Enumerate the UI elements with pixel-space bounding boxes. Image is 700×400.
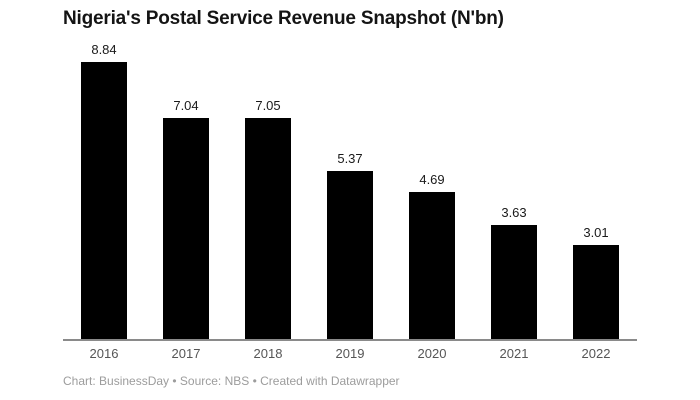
bar-value-label: 3.63 (501, 205, 527, 220)
bar-group-2018: 7.05 (227, 36, 309, 339)
bar-group-2022: 3.01 (555, 36, 637, 339)
bar-group-2017: 7.04 (145, 36, 227, 339)
chart-title: Nigeria's Postal Service Revenue Snapsho… (63, 8, 504, 29)
x-tick-label-2022: 2022 (581, 346, 611, 361)
attribution-text: Chart: BusinessDay • Source: NBS • Creat… (63, 374, 400, 388)
bar-value-label: 7.05 (255, 98, 281, 113)
x-tick-label-2016: 2016 (89, 346, 119, 361)
bar-value-label: 8.84 (91, 42, 117, 57)
x-tick-label-2020: 2020 (417, 346, 447, 361)
bar-value-label: 5.37 (337, 151, 363, 166)
bars-container: 8.84 7.04 7.05 5.37 4.69 3.63 3.01 (63, 36, 637, 339)
bar-value-label: 3.01 (583, 225, 609, 240)
x-axis-line (63, 339, 637, 341)
x-tick-label-2021: 2021 (499, 346, 529, 361)
bar-value-label: 4.69 (419, 172, 445, 187)
bar-2016 (81, 62, 127, 339)
bar-2022 (573, 245, 619, 339)
bar-2020 (409, 192, 455, 339)
x-tick-label-2019: 2019 (335, 346, 365, 361)
bar-group-2021: 3.63 (473, 36, 555, 339)
bar-group-2016: 8.84 (63, 36, 145, 339)
x-axis-labels: 2016 2017 2018 2019 2020 2021 2022 (63, 346, 637, 361)
bar-2017 (163, 118, 209, 339)
bar-value-label: 7.04 (173, 98, 199, 113)
bar-2018 (245, 118, 291, 339)
bar-2019 (327, 171, 373, 339)
bar-group-2020: 4.69 (391, 36, 473, 339)
bar-2021 (491, 225, 537, 339)
x-tick-label-2018: 2018 (253, 346, 283, 361)
x-tick-label-2017: 2017 (171, 346, 201, 361)
bar-group-2019: 5.37 (309, 36, 391, 339)
